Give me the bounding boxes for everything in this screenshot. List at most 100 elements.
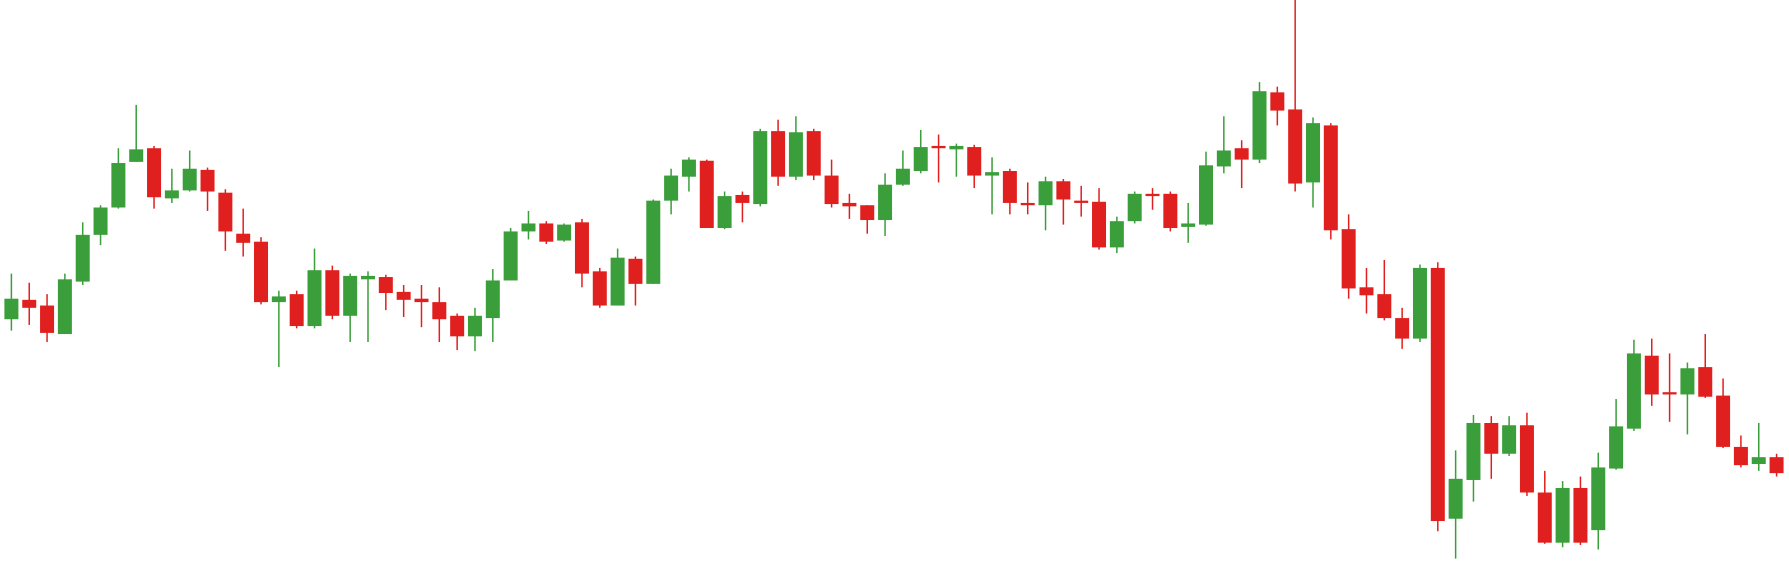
candle-body — [343, 275, 358, 316]
candle-body — [949, 145, 964, 150]
candle-body — [432, 302, 447, 320]
candle-body — [289, 294, 304, 327]
candle-body — [1323, 125, 1338, 231]
candle-body — [236, 233, 251, 243]
candle-body — [574, 222, 589, 274]
candle-body — [1609, 426, 1624, 469]
candle-body — [1199, 165, 1214, 225]
candle-body — [1020, 202, 1035, 206]
candle-body — [75, 234, 90, 282]
candle-body — [1288, 109, 1303, 184]
candle-body — [1377, 294, 1392, 319]
candle-body — [307, 270, 322, 327]
candle-body — [182, 168, 197, 191]
candle-body — [1716, 395, 1731, 447]
candle-body — [539, 223, 554, 242]
candle-body — [93, 207, 108, 235]
candle-body — [521, 223, 536, 232]
candle-body — [414, 298, 429, 303]
candle-body — [1573, 487, 1588, 543]
candle-body — [200, 169, 215, 192]
candle-body — [1270, 92, 1285, 111]
candle-body — [1769, 457, 1784, 474]
candle-body — [1680, 368, 1695, 395]
candle-body — [860, 205, 875, 221]
candle-body — [1145, 193, 1160, 197]
candle-body — [1234, 148, 1249, 160]
candle-body — [378, 277, 393, 293]
candle-body — [22, 299, 37, 308]
candle-body — [1074, 200, 1089, 203]
candle-body — [717, 196, 732, 229]
candle-body — [1216, 150, 1231, 167]
candle-body — [1341, 229, 1356, 289]
candle-body — [913, 147, 928, 172]
candle-body — [1484, 422, 1499, 454]
candle-body — [931, 145, 946, 149]
candle-body — [254, 241, 269, 303]
candle-body — [1626, 353, 1641, 429]
candle-body — [592, 271, 607, 306]
candle-body — [628, 258, 643, 284]
candle-body — [1002, 171, 1017, 203]
candle-body — [681, 159, 696, 177]
candle-body — [147, 148, 162, 198]
candle-body — [1109, 221, 1124, 248]
candle-body — [1502, 425, 1517, 454]
candle-body — [467, 315, 482, 337]
candle-body — [1092, 201, 1107, 248]
candle-body — [1537, 492, 1552, 543]
candle-body — [271, 296, 286, 303]
candle-body — [878, 184, 893, 221]
candle-body — [57, 279, 72, 335]
candle-body — [985, 172, 1000, 176]
candle-body — [450, 315, 465, 337]
candle-body — [129, 149, 144, 162]
candle-body — [164, 190, 179, 199]
candle-body — [967, 147, 982, 176]
candle-body — [788, 132, 803, 177]
candle-body — [1163, 193, 1178, 229]
candle-body — [1252, 91, 1267, 160]
candle-body — [1519, 425, 1534, 493]
candle-body — [1056, 181, 1071, 200]
candle-body — [1430, 267, 1445, 522]
candle-body — [485, 280, 500, 319]
candle-body — [735, 194, 750, 203]
candle-body — [610, 257, 625, 306]
candle-body — [806, 131, 821, 176]
candle-body — [361, 275, 375, 280]
candle-body — [1305, 123, 1320, 183]
candle-body — [40, 305, 55, 333]
candle-body — [396, 291, 411, 300]
candle-body — [1466, 422, 1481, 480]
candle-body — [753, 131, 768, 205]
candle-body — [1733, 446, 1748, 466]
candle-body — [699, 160, 714, 229]
candle-body — [1644, 355, 1659, 395]
candle-body — [895, 168, 910, 185]
candle-body — [1698, 367, 1713, 397]
candle-body — [1751, 457, 1766, 465]
candle-body — [503, 231, 518, 281]
candle-body — [1662, 392, 1677, 395]
candle-body — [4, 298, 19, 320]
candle-body — [771, 131, 786, 177]
candle-body — [1412, 267, 1427, 339]
candle-body — [325, 270, 340, 316]
candle-body — [824, 175, 839, 205]
candle-body — [1038, 181, 1053, 206]
candle-body — [646, 200, 661, 284]
candle-body — [218, 192, 233, 232]
candle-body — [1448, 478, 1463, 519]
candle-body — [111, 163, 126, 208]
candle-body — [1359, 287, 1374, 296]
candle-body — [842, 202, 857, 207]
candle-body — [1555, 487, 1570, 543]
candle-body — [664, 175, 679, 201]
candle-body — [1591, 467, 1606, 531]
candle-body — [557, 224, 572, 241]
candle-body — [1181, 223, 1196, 227]
